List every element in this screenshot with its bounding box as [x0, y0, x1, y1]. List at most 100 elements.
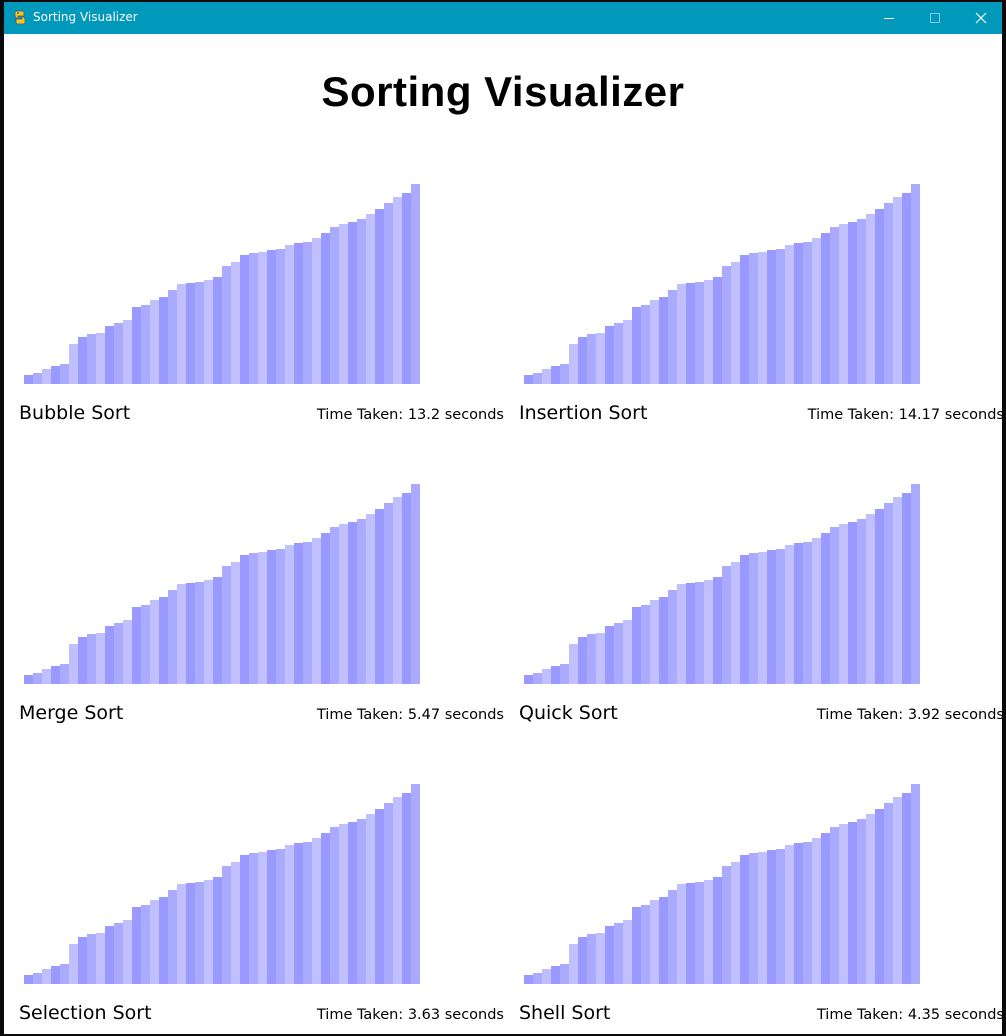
bar	[321, 533, 330, 684]
bar	[249, 553, 258, 684]
bar	[677, 884, 686, 984]
bar	[839, 524, 848, 684]
bar	[551, 666, 560, 684]
time-value: 4.35	[907, 1007, 941, 1023]
bar	[249, 853, 258, 984]
bar	[114, 923, 123, 984]
bar	[785, 245, 794, 384]
bar	[168, 890, 177, 984]
bar	[740, 255, 749, 384]
time-value: 3.63	[407, 1007, 441, 1023]
bar	[159, 597, 168, 684]
bar	[366, 214, 375, 384]
bar	[150, 300, 159, 384]
bar	[105, 926, 114, 984]
bar	[875, 809, 884, 984]
bar-chart	[524, 784, 920, 984]
bar	[605, 626, 614, 684]
time-taken-label: Time Taken: 3.63 seconds	[317, 1007, 504, 1023]
bar	[794, 243, 803, 384]
time-suffix: seconds	[440, 407, 504, 423]
bar	[893, 797, 902, 984]
bar	[830, 827, 839, 984]
bar	[123, 920, 132, 984]
bar	[776, 249, 785, 384]
bar	[123, 620, 132, 684]
bar	[222, 566, 231, 684]
bar	[366, 514, 375, 684]
bar	[542, 969, 551, 984]
bar	[749, 553, 758, 684]
bar	[911, 784, 920, 984]
close-button[interactable]	[958, 2, 1002, 34]
bar	[384, 503, 393, 684]
bar	[276, 549, 285, 684]
bar	[294, 843, 303, 984]
bar	[24, 375, 33, 384]
bar	[578, 637, 587, 684]
bar	[821, 833, 830, 984]
bar	[375, 809, 384, 984]
bar	[821, 233, 830, 384]
algorithm-name: Quick Sort	[519, 702, 618, 724]
bar	[213, 577, 222, 684]
bar	[857, 819, 866, 984]
bar	[812, 838, 821, 984]
bar	[686, 583, 695, 684]
time-value: 14.17	[898, 407, 941, 423]
bar	[123, 320, 132, 384]
bar	[303, 542, 312, 684]
time-suffix: seconds	[440, 707, 504, 723]
bar	[911, 184, 920, 384]
bar	[776, 549, 785, 684]
maximize-button[interactable]	[912, 2, 958, 34]
bar	[596, 633, 605, 684]
bar	[875, 509, 884, 684]
bar	[767, 850, 776, 984]
algorithm-name: Merge Sort	[19, 702, 124, 724]
bar-chart	[24, 484, 420, 684]
bar	[758, 252, 767, 384]
bar	[114, 623, 123, 684]
bar	[740, 855, 749, 984]
bar	[177, 884, 186, 984]
title-bar[interactable]: Sorting Visualizer	[4, 2, 1002, 34]
bar	[632, 607, 641, 684]
bar	[614, 323, 623, 384]
bar	[794, 543, 803, 684]
time-value: 13.2	[407, 407, 441, 423]
minimize-button[interactable]	[866, 2, 912, 34]
bar	[51, 366, 60, 384]
bar	[33, 373, 42, 384]
bar	[650, 900, 659, 984]
time-suffix: seconds	[940, 707, 1002, 723]
bar	[231, 262, 240, 384]
bar	[623, 620, 632, 684]
bar	[722, 266, 731, 384]
algorithm-name: Insertion Sort	[519, 402, 648, 424]
bar	[569, 644, 578, 684]
bar	[884, 503, 893, 684]
bar	[902, 793, 911, 984]
bar	[695, 282, 704, 384]
bar	[285, 245, 294, 384]
bar	[902, 193, 911, 384]
bar	[42, 369, 51, 384]
bar	[902, 493, 911, 684]
bar	[87, 634, 96, 684]
bar	[560, 964, 569, 984]
bar	[650, 600, 659, 684]
bar	[632, 907, 641, 984]
time-value: 3.92	[907, 707, 941, 723]
bar	[659, 297, 668, 384]
bar	[749, 253, 758, 384]
bar	[866, 514, 875, 684]
bar	[321, 233, 330, 384]
bar	[330, 227, 339, 384]
bar	[303, 842, 312, 984]
bar	[605, 326, 614, 384]
visualizer-canvas: Sorting Visualizer Bubble Sort Time Taken…	[4, 34, 1002, 1034]
bar	[195, 882, 204, 984]
bar	[204, 280, 213, 384]
bar	[767, 250, 776, 384]
